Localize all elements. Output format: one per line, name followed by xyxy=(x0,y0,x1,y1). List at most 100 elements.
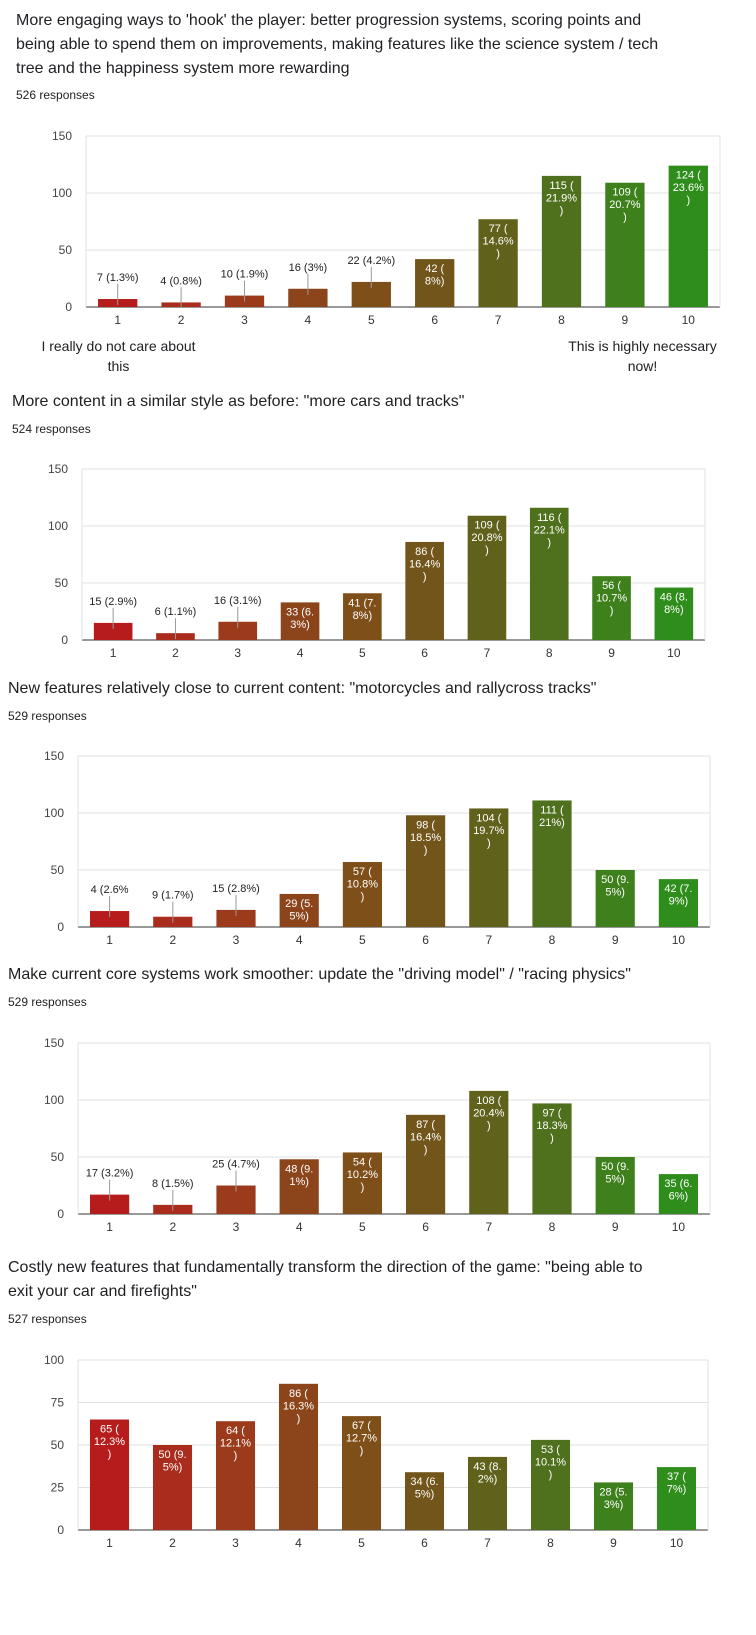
x-tick-label: 1 xyxy=(106,1220,113,1234)
x-tick-label: 2 xyxy=(169,1536,176,1550)
data-label: 9%) xyxy=(669,896,689,908)
x-tick-label: 6 xyxy=(422,1220,429,1234)
data-label: 9 (1.7%) xyxy=(152,890,194,902)
y-tick-label: 50 xyxy=(55,576,69,590)
y-tick-label: 100 xyxy=(44,1093,64,1107)
bar-10 xyxy=(656,1467,697,1530)
y-tick-label: 50 xyxy=(59,243,73,257)
data-label: 33 (6. xyxy=(286,606,314,618)
data-label: 77 ( xyxy=(489,223,508,235)
x-tick-label: 7 xyxy=(495,313,502,327)
data-label: ) xyxy=(361,891,365,903)
data-label: 18.3% xyxy=(536,1120,567,1132)
x-tick-label: 5 xyxy=(358,1536,365,1550)
data-label: 15 (2.8%) xyxy=(212,883,260,895)
data-label: 14.6% xyxy=(482,236,513,248)
bar-3 xyxy=(218,621,258,640)
bar-3 xyxy=(216,909,256,927)
data-label: 109 ( xyxy=(612,187,637,199)
bar-3 xyxy=(215,1421,256,1530)
x-tick-label: 8 xyxy=(558,313,565,327)
y-tick-label: 0 xyxy=(57,920,64,934)
data-label: 10.7% xyxy=(596,593,627,605)
data-label: ) xyxy=(487,837,491,849)
x-tick-label: 2 xyxy=(172,646,179,660)
bar-5 xyxy=(342,1152,382,1214)
data-label: ) xyxy=(423,571,427,583)
x-tick-label: 1 xyxy=(106,933,113,947)
bar-8 xyxy=(530,1439,571,1530)
bar-chart: 0 50 100 150 1 4 (2.6% 2 9 (1.7%) 3 15 (2.8%) 4 29 … xyxy=(44,749,711,947)
x-tick-label: 10 xyxy=(682,313,696,327)
data-label: 16.4% xyxy=(410,1131,441,1143)
data-label: ) xyxy=(234,1450,238,1462)
data-label: 22 (4.2%) xyxy=(347,255,395,267)
data-label: ) xyxy=(424,844,428,856)
x-tick-label: 10 xyxy=(672,933,686,947)
data-label: 37 ( xyxy=(667,1471,686,1483)
data-label: 109 ( xyxy=(474,520,499,532)
x-tick-label: 10 xyxy=(672,1220,686,1234)
data-label: 8%) xyxy=(425,276,445,288)
x-tick-label: 4 xyxy=(296,933,303,947)
data-label: 22.1% xyxy=(534,524,565,536)
data-label: 20.7% xyxy=(609,199,640,211)
data-label: 54 ( xyxy=(353,1156,372,1168)
data-label: 2%) xyxy=(478,1473,498,1485)
data-label: 17 (3.2%) xyxy=(86,1168,134,1180)
bar-7 xyxy=(469,808,509,927)
bar-10 xyxy=(658,1174,698,1214)
bar-1 xyxy=(89,1419,130,1530)
y-tick-label: 75 xyxy=(51,1396,65,1410)
data-label: 41 (7. xyxy=(348,597,376,609)
data-label: ) xyxy=(487,1120,491,1132)
bar-4 xyxy=(278,1383,319,1530)
data-label: 7 (1.3%) xyxy=(97,272,139,284)
data-label: 15 (2.9%) xyxy=(89,596,137,608)
x-tick-label: 8 xyxy=(549,933,556,947)
x-tick-label: 5 xyxy=(359,646,366,660)
data-label: 20.4% xyxy=(473,1107,504,1119)
data-label: 116 ( xyxy=(537,512,562,524)
data-label: 28 (5. xyxy=(599,1486,627,1498)
bar-5 xyxy=(341,1416,382,1530)
data-label: 56 ( xyxy=(602,580,621,592)
bar-1 xyxy=(90,911,130,927)
bar-1 xyxy=(90,1194,130,1214)
x-tick-label: 5 xyxy=(368,313,375,327)
y-tick-label: 150 xyxy=(52,129,72,143)
data-label: ) xyxy=(485,545,489,557)
x-tick-label: 4 xyxy=(295,1536,302,1550)
y-tick-label: 100 xyxy=(48,519,68,533)
data-label: 53 ( xyxy=(541,1444,560,1456)
data-label: ) xyxy=(496,248,500,260)
data-label: 46 (8. xyxy=(660,592,688,604)
x-tick-label: 9 xyxy=(622,313,629,327)
bar-6 xyxy=(405,541,444,640)
x-tick-label: 4 xyxy=(305,313,312,327)
x-tick-label: 9 xyxy=(612,933,619,947)
data-label: 21%) xyxy=(539,817,565,829)
data-label: 23.6% xyxy=(673,182,704,194)
bar-2 xyxy=(152,1445,193,1530)
bar-5 xyxy=(343,593,382,640)
y-tick-label: 50 xyxy=(51,1438,65,1452)
x-tick-label: 10 xyxy=(667,646,681,660)
data-label: ) xyxy=(360,1445,364,1457)
data-label: 98 ( xyxy=(416,819,435,831)
data-label: 86 ( xyxy=(415,546,434,558)
data-label: 16.3% xyxy=(283,1400,314,1412)
response-count: 529 responses xyxy=(8,995,87,1009)
data-label: 1%) xyxy=(289,1176,309,1188)
response-count: 526 responses xyxy=(16,88,95,102)
bar-6 xyxy=(406,815,446,927)
data-label: ) xyxy=(686,195,690,207)
data-label: 124 ( xyxy=(676,170,701,182)
data-label: 4 (2.6% xyxy=(91,884,129,896)
data-label: 10 (1.9%) xyxy=(221,269,269,281)
bar-9 xyxy=(595,1157,635,1214)
data-label: ) xyxy=(547,537,551,549)
y-tick-label: 25 xyxy=(51,1481,65,1495)
data-label: 12.7% xyxy=(346,1433,377,1445)
